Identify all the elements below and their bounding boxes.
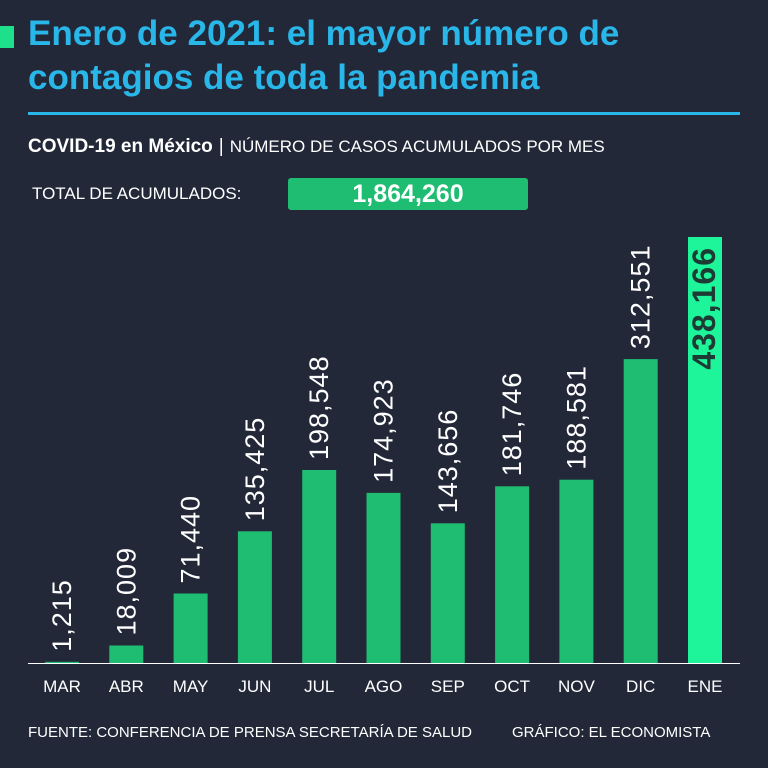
data-label: 312,551 [626, 244, 656, 349]
bar [366, 492, 401, 663]
source-note: FUENTE: CONFERENCIA DE PRENSA SECRETARÍA… [28, 724, 472, 741]
data-label: 1,215 [47, 579, 77, 652]
x-tick-label: DIC [626, 677, 655, 696]
data-label: 438,166 [686, 247, 722, 370]
bar-highlight [688, 237, 722, 663]
bar [495, 486, 530, 663]
x-tick-label: MAR [43, 677, 81, 696]
title-divider [28, 112, 740, 115]
x-tick-label: OCT [494, 677, 530, 696]
total-value-badge: 1,864,260 [288, 178, 528, 210]
bar [173, 593, 208, 663]
bar [430, 523, 465, 663]
x-tick-label: ABR [109, 677, 144, 696]
data-label: 135,425 [240, 417, 270, 522]
chart-title: Enero de 2021: el mayor número de contag… [28, 14, 620, 97]
data-label: 143,656 [433, 409, 463, 514]
data-label: 71,440 [176, 495, 206, 584]
accent-marker [0, 26, 14, 48]
bar [45, 661, 79, 663]
subtitle-separator: | [218, 136, 224, 157]
credit-note: GRÁFICO: EL ECONOMISTA [512, 724, 711, 741]
x-tick-label: SEP [431, 677, 465, 696]
chart-subtitle: COVID-19 en México | NÚMERO DE CASOS ACUMU… [28, 134, 748, 160]
subtitle-description: NÚMERO DE CASOS ACUMULADOS POR MES [229, 137, 605, 156]
x-tick-label: MAY [173, 677, 209, 696]
bar [623, 359, 658, 663]
x-tick-label: AGO [365, 677, 403, 696]
x-tick-label: NOV [558, 677, 596, 696]
bar [237, 531, 272, 663]
x-tick-label: JUL [304, 677, 334, 696]
data-label: 181,746 [497, 372, 527, 477]
data-label: 18,009 [111, 547, 141, 636]
data-label: 198,548 [304, 355, 334, 460]
total-label: TOTAL DE ACUMULADOS: [32, 184, 242, 203]
data-label: 174,923 [369, 378, 399, 483]
x-tick-label: ENE [688, 677, 723, 696]
bar [302, 470, 337, 663]
x-tick-label: JUN [238, 677, 271, 696]
subtitle-country: COVID-19 en México [28, 136, 213, 157]
data-label: 188,581 [561, 365, 591, 470]
bar [559, 479, 594, 663]
bar [109, 645, 144, 663]
